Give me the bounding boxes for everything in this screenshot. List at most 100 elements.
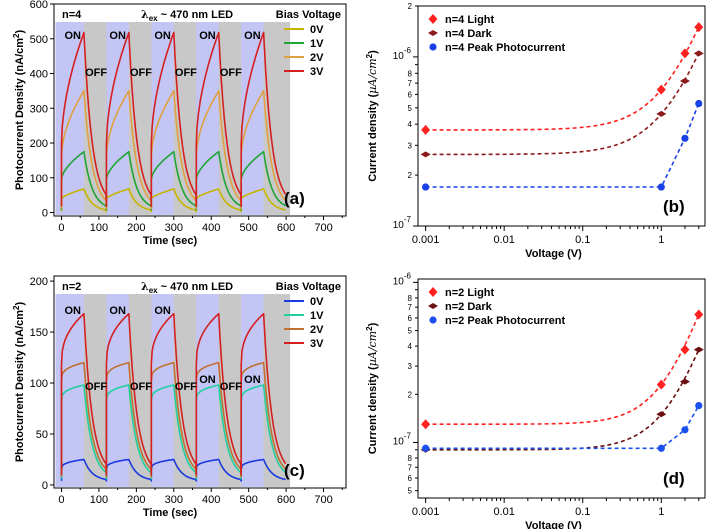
y-tick-label: 10-7: [393, 431, 412, 447]
series-1-point: [679, 378, 690, 385]
y-tick-label: 600: [30, 0, 48, 11]
x-tick-label: 600: [277, 222, 295, 234]
legend-label-0V: 0V: [310, 24, 324, 36]
series-1-point: [693, 346, 704, 353]
legend-label: n=4 Light: [445, 14, 495, 26]
off-label: OFF: [220, 381, 242, 393]
series-2-point: [422, 444, 430, 452]
y-tick-label: 10-6: [393, 271, 412, 287]
series-2-fit-line: [425, 405, 700, 450]
plot-frame: [53, 275, 347, 489]
x-tick-label: 200: [127, 494, 145, 506]
x-axis-label: Time (sec): [143, 507, 198, 519]
legend-label-3V: 3V: [310, 338, 324, 350]
off-label: OFF: [85, 67, 107, 79]
y-minor-label: 6: [408, 90, 413, 99]
x-tick-label: 500: [239, 222, 257, 234]
x-tick-label: 0.1: [575, 506, 590, 518]
series-2-point: [695, 401, 703, 410]
legend-label-1V: 1V: [310, 38, 324, 50]
x-tick-label: 600: [277, 494, 295, 506]
series-1-fit-line: [425, 52, 700, 156]
series-1-fit-line: [425, 349, 700, 451]
series-1-point: [693, 50, 704, 57]
y-tick-label: 100: [30, 378, 48, 390]
panel-label: (a): [284, 189, 305, 208]
series-0V-line: [60, 458, 286, 482]
on-region: [196, 22, 219, 215]
off-label: OFF: [175, 381, 197, 393]
y-minor-label: 5: [408, 104, 413, 113]
x-tick-label: 0.1: [575, 234, 590, 246]
series-3V-line: [60, 31, 287, 208]
y-tick-label: 300: [30, 103, 48, 115]
panel-label: (b): [663, 197, 685, 216]
y-minor-label: 6: [408, 474, 413, 483]
legend-label: n=4 Dark: [445, 28, 493, 40]
panel-a: ON ON ON ON ON OFF OFF OFF OFF 0 100 200 300 400 500 60…: [12, 0, 347, 247]
plot-frame: [417, 278, 706, 499]
y-minor-label: 3: [408, 362, 413, 371]
series-3V-line: [60, 312, 287, 476]
legend-title: Bias Voltage: [276, 9, 341, 21]
series-0-fit-line: [425, 26, 700, 131]
on-label: ON: [109, 30, 126, 42]
series-0-point: [694, 309, 704, 320]
series-0V-line: [60, 188, 286, 213]
led-title: λex ~ 470 nm LED: [141, 280, 233, 295]
y-minor-label: 6: [408, 314, 413, 323]
x-tick-label: 0.001: [412, 234, 440, 246]
legend-label: n=2 Peak Photocurrent: [445, 315, 565, 327]
panel-label: (c): [284, 461, 305, 480]
series-2-point: [657, 444, 665, 452]
on-region: [241, 294, 264, 487]
legend-label-3V: 3V: [310, 66, 324, 78]
on-region: [106, 294, 129, 487]
x-tick-label: 700: [314, 222, 332, 234]
y-tick-label: 150: [30, 327, 48, 339]
series-2V-line: [60, 361, 287, 478]
y-tick-label: 200: [30, 138, 48, 150]
series-1-point: [679, 78, 690, 85]
on-region: [151, 294, 174, 487]
legend-marker: [428, 14, 438, 24]
on-region: [55, 294, 84, 487]
series-1V-line: [60, 150, 287, 211]
on-label: ON: [154, 305, 171, 317]
x-tick-label: 300: [165, 494, 183, 506]
on-label: ON: [199, 30, 216, 42]
off-label: OFF: [220, 67, 242, 79]
legend-label-2V: 2V: [310, 52, 324, 64]
series-0-point: [694, 22, 704, 33]
plot-frame: [53, 3, 347, 217]
series-1-point: [420, 151, 431, 158]
legend-marker: [428, 287, 438, 297]
panel-b: 0.001 0.01 0.1 1 10-7 2 3 4 5 6 78 10-6 2 n=4 Light n=…: [365, 2, 706, 260]
y-tick-label: 200: [30, 276, 48, 288]
legend-marker: [428, 303, 438, 309]
y-minor-label: 2: [408, 171, 413, 180]
y-minor-label: 7: [408, 463, 413, 472]
panel-title-n: n=2: [62, 281, 81, 293]
y-minor-label: 7: [408, 79, 413, 88]
x-tick-label: 0: [58, 222, 64, 234]
led-title: λex ~ 470 nm LED: [141, 8, 233, 23]
y-tick-label: 10-6: [393, 46, 412, 62]
series-2-point: [695, 99, 703, 108]
x-tick-label: 400: [202, 222, 220, 234]
off-label: OFF: [175, 67, 197, 79]
x-tick-label: 1: [658, 506, 664, 518]
series-2-point: [681, 426, 689, 434]
on-region: [151, 22, 174, 215]
on-label: ON: [244, 30, 261, 42]
series-2V-line: [60, 90, 287, 210]
series-2-point: [422, 183, 430, 191]
x-tick-label: 700: [314, 494, 332, 506]
series-1-point: [656, 110, 667, 117]
series-1V-line: [60, 384, 287, 480]
legend-label: n=2 Dark: [445, 301, 493, 313]
y-minor-label: 2: [408, 2, 413, 11]
series-1-point: [656, 411, 667, 418]
